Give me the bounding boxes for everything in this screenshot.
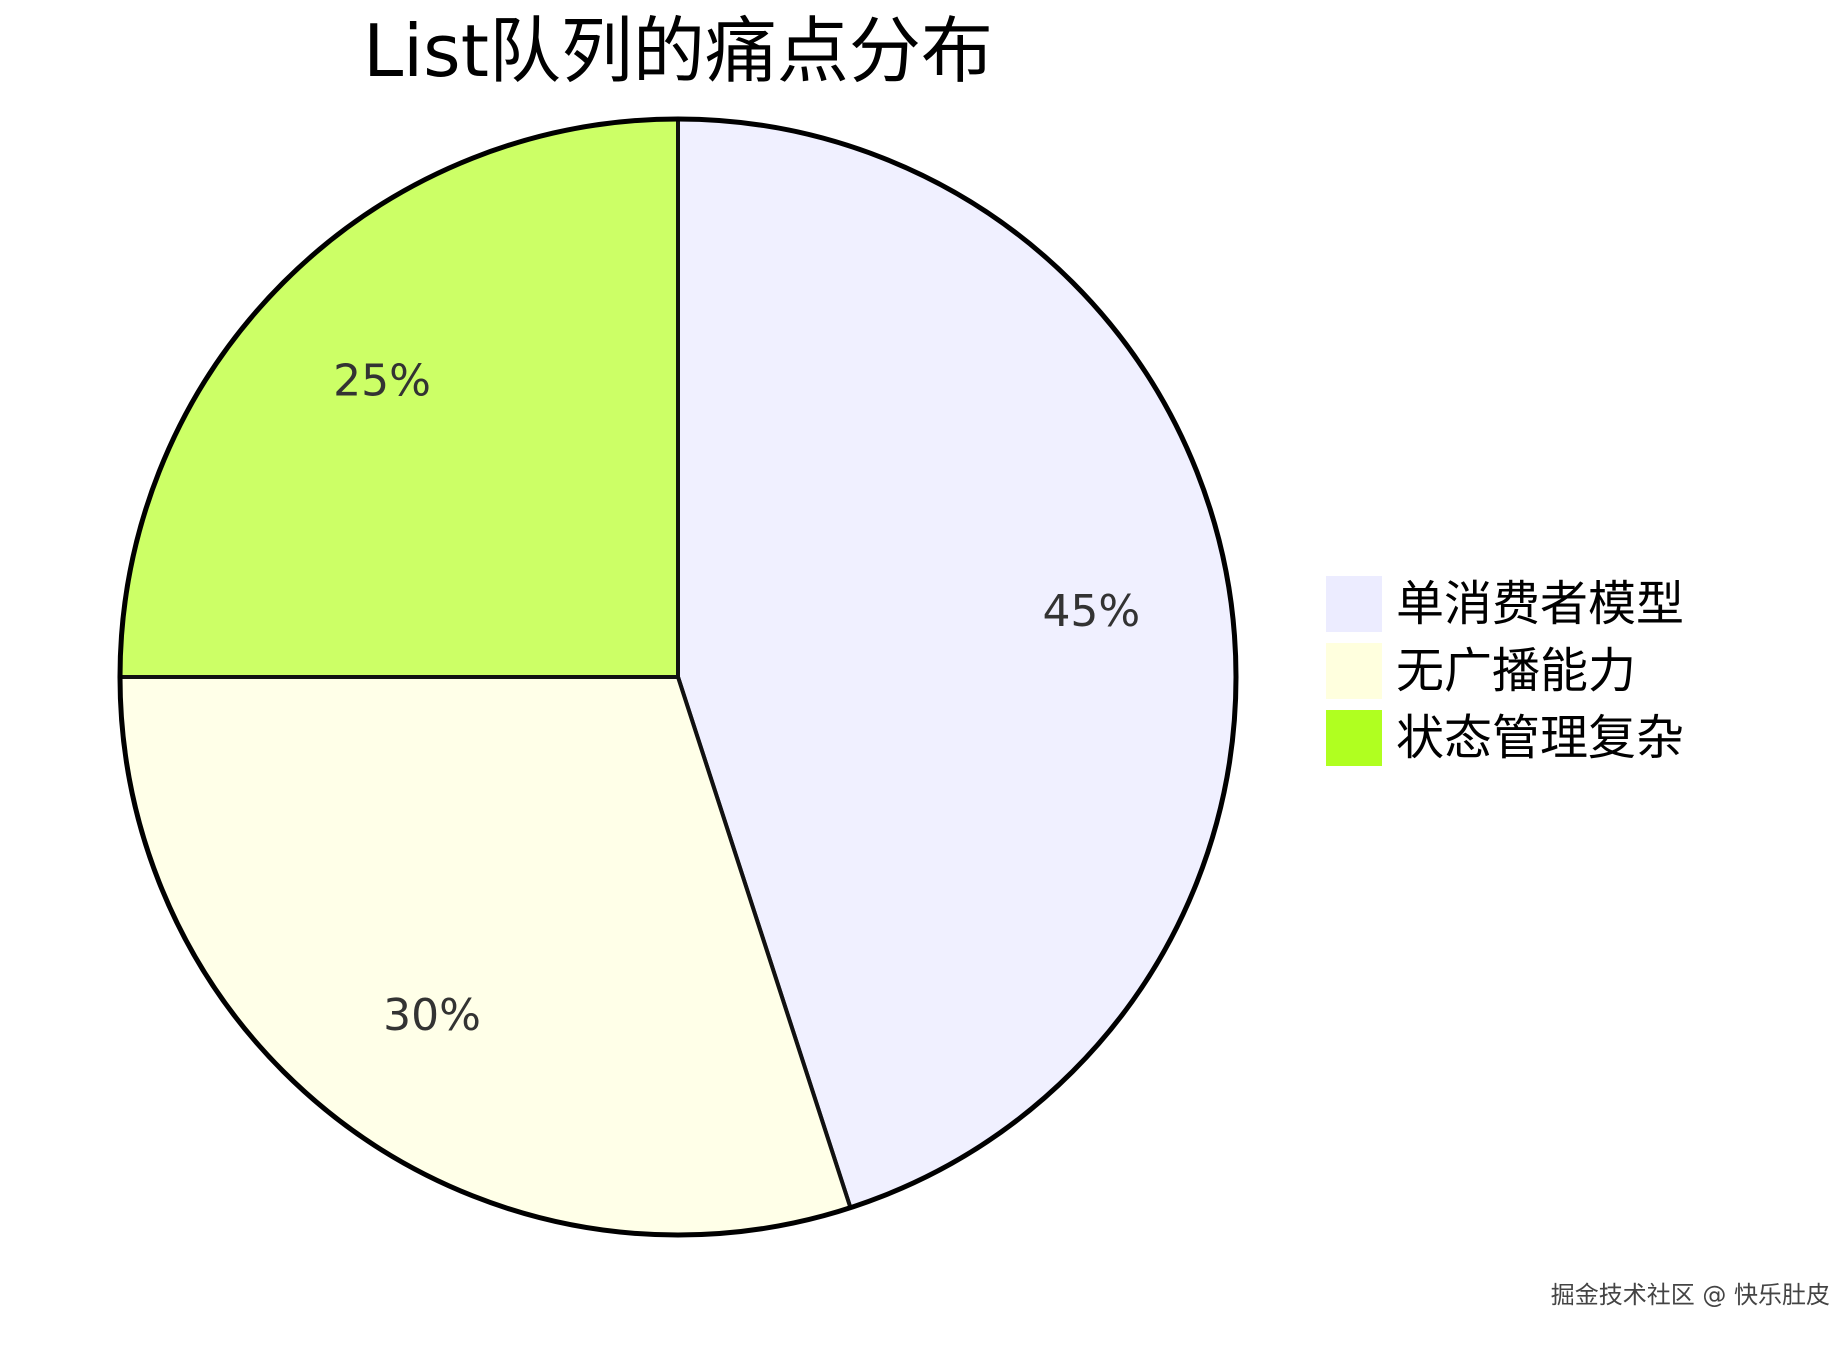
watermark: 掘金技术社区 @ 快乐肚皮 [1550, 1281, 1830, 1309]
legend-item-3: 状态管理复杂 [1326, 710, 1684, 766]
legend-label-1: 单消费者模型 [1396, 576, 1684, 632]
slice-label-1: 45% [1042, 586, 1140, 637]
legend-swatch-1 [1326, 576, 1382, 632]
legend-label-2: 无广播能力 [1396, 643, 1636, 699]
legend-item-2: 无广播能力 [1326, 643, 1636, 699]
slice-label-3: 25% [333, 356, 431, 407]
pie-outline [117, 116, 1239, 1238]
legend-swatch-3 [1326, 710, 1382, 766]
legend-swatch-2 [1326, 643, 1382, 699]
slice-label-2: 30% [383, 990, 481, 1041]
pie-slices [118, 117, 1239, 1238]
chart-title: List队列的痛点分布 [363, 9, 993, 93]
slice-labels: 45% 30% 25% [333, 356, 1140, 1041]
legend-item-1: 单消费者模型 [1326, 576, 1684, 632]
legend-label-3: 状态管理复杂 [1396, 710, 1684, 766]
